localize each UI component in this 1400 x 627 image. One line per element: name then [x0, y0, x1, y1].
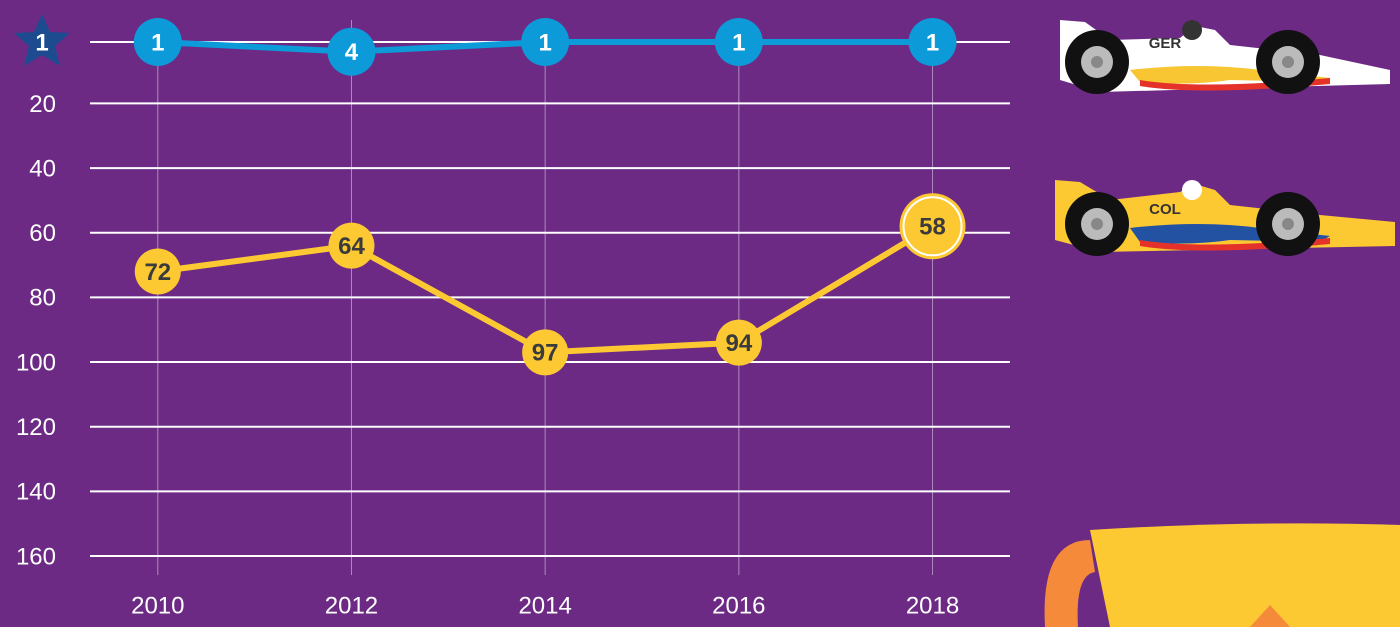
y-tick-label: 40 [29, 155, 56, 182]
y-tick-label: 100 [16, 349, 56, 376]
data-label: 97 [532, 340, 559, 367]
x-tick-label: 2010 [131, 592, 184, 619]
legend-label: GER [1149, 35, 1182, 52]
y-tick-label: 140 [16, 479, 56, 506]
data-label: 4 [345, 39, 359, 66]
data-label: 1 [151, 29, 164, 56]
chart: 2010201220142016201812040608010012014016… [0, 0, 1400, 627]
y-tick-label: 60 [29, 220, 56, 247]
legend-label: COL [1149, 201, 1181, 218]
data-label: 1 [538, 29, 551, 56]
data-label: 94 [725, 330, 752, 357]
y-tick-label: 20 [29, 91, 56, 118]
data-label: 72 [144, 259, 171, 286]
x-tick-label: 2018 [906, 592, 959, 619]
x-tick-label: 2012 [325, 592, 378, 619]
x-tick-label: 2014 [518, 592, 571, 619]
y-tick-label: 120 [16, 414, 56, 441]
y-tick-label: 80 [29, 285, 56, 312]
data-label: 64 [338, 233, 365, 260]
y-tick-label: 1 [35, 29, 48, 56]
data-label: 1 [732, 29, 745, 56]
y-tick-label: 160 [16, 543, 56, 570]
data-label: 58 [919, 214, 946, 241]
page: 2010201220142016201812040608010012014016… [0, 0, 1400, 627]
x-tick-label: 2016 [712, 592, 765, 619]
data-label: 1 [926, 29, 939, 56]
